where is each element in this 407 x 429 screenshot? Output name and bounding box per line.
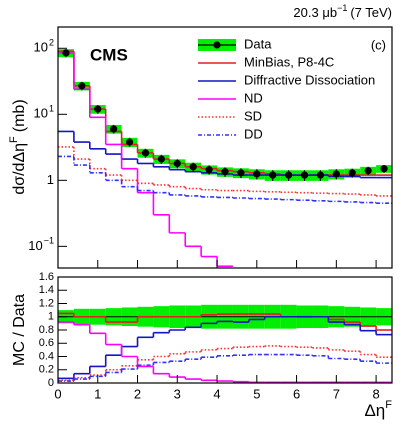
y-tick-label: 0 [48, 377, 54, 389]
plot-area [58, 304, 392, 384]
data-point [157, 155, 165, 163]
x-tick-label: 3 [174, 386, 181, 401]
panel-label: (c) [371, 37, 386, 52]
data-point [189, 163, 197, 171]
y-tick-label: 0.4 [39, 350, 54, 362]
y-tick-label: 0.8 [39, 324, 54, 336]
legend-label: Data [244, 36, 272, 51]
y-tick-label: 1.6 [39, 271, 54, 283]
ratio-axis-title: MC / Data [11, 294, 28, 366]
data-point [94, 105, 102, 113]
data-point [78, 82, 86, 90]
y-tick-label: 1.2 [39, 297, 54, 309]
y-tick-label-exponent: −1 [44, 236, 54, 246]
experiment-label: CMS [90, 45, 128, 64]
data-point [285, 171, 293, 179]
data-point [348, 169, 356, 177]
data-point [316, 171, 325, 179]
x-tick-label: 4 [213, 386, 220, 401]
data-point [125, 138, 134, 146]
y-tick-label: 10 [28, 238, 42, 253]
x-tick-label: 6 [293, 386, 300, 401]
data-point [237, 169, 245, 177]
legend-label: ND [244, 90, 263, 105]
x-tick-label: 8 [372, 386, 379, 401]
data-point [141, 149, 150, 157]
y-tick-label-exponent: 2 [49, 38, 54, 48]
data-point [364, 167, 372, 175]
legend-label: DD [244, 126, 263, 141]
y-tick-label: 1 [47, 172, 54, 187]
frame [57, 26, 393, 269]
y-tick-label: 1 [48, 311, 54, 323]
data-point [300, 171, 309, 179]
y-tick-label-exponent: 1 [49, 104, 54, 114]
data-point [62, 49, 70, 57]
legend-label: Diffractive Dissociation [244, 72, 375, 87]
lumi-label: 20.3 μb−1 (7 TeV) [293, 3, 392, 20]
data-point [332, 170, 340, 178]
y-tick-label: 0.2 [39, 364, 54, 376]
y-tick-label: 10 [34, 40, 48, 55]
plot-area [58, 49, 392, 268]
data-point [380, 165, 388, 173]
data-point [221, 168, 229, 176]
x-axis-title: ΔηF [364, 399, 392, 421]
x-tick-label: 2 [134, 386, 141, 401]
x-tick-label: 5 [253, 386, 260, 401]
legend-label: SD [244, 108, 262, 123]
y-tick-label: 0.6 [39, 337, 54, 349]
frame [57, 276, 393, 384]
y-tick-label: 10 [34, 106, 48, 121]
data-point [253, 170, 261, 178]
data-point [205, 166, 213, 174]
y-axis-title: dσ/dΔηF(mb) [8, 99, 28, 194]
data-point [269, 171, 277, 179]
legend-swatch [213, 41, 221, 49]
x-tick-label: 0 [54, 386, 61, 401]
data-point [110, 125, 118, 133]
y-tick-label: 1.4 [39, 284, 54, 296]
legend-label: MinBias, P8-4C [244, 54, 334, 69]
x-tick-label: 1 [94, 386, 101, 401]
data-point [173, 159, 181, 168]
x-tick-label: 7 [333, 386, 340, 401]
